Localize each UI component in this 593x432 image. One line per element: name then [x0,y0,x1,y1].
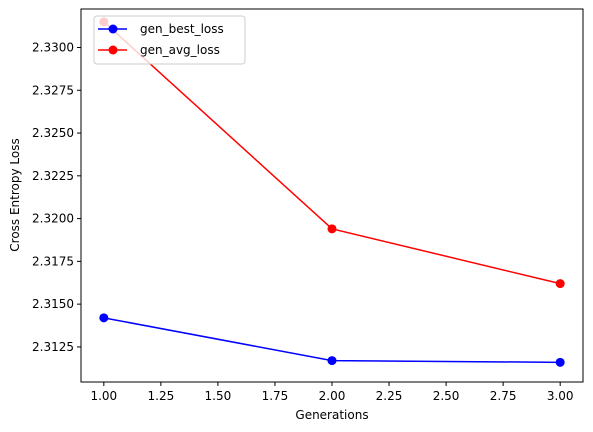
legend-label-gen-avg-loss: gen_avg_loss [140,43,220,57]
data-point-gen-best-loss [555,357,565,367]
legend-label-gen-best-loss: gen_best_loss [140,22,224,36]
y-tick-label: 2.3275 [32,83,74,97]
legend-marker-gen-best-loss [108,24,118,34]
y-axis-ticks: 2.3125 2.3150 2.3175 2.3200 2.3225 2.3250 2.32… [32,40,81,354]
y-tick-label: 2.3125 [32,340,74,354]
y-tick-label: 2.3200 [32,212,74,226]
data-point-gen-avg-loss [327,224,337,234]
y-tick-label: 2.3225 [32,169,74,183]
data-point-gen-avg-loss [555,279,565,289]
x-tick-label: 1.00 [90,389,117,403]
x-tick-label: 2.50 [433,389,460,403]
y-tick-label: 2.3300 [32,40,74,54]
plot-frame [80,8,584,383]
x-tick-label: 2.00 [319,389,346,403]
legend: gen_best_loss gen_avg_loss [93,15,246,65]
x-axis-label: Generations [295,408,368,422]
y-tick-label: 2.3175 [32,254,74,268]
x-tick-label: 2.25 [376,389,403,403]
x-tick-label: 3.00 [547,389,574,403]
y-axis-label: Cross Entropy Loss [8,138,22,251]
y-tick-label: 2.3150 [32,297,74,311]
y-tick-label: 2.3250 [32,126,74,140]
plot-background [81,9,583,382]
legend-marker-gen-avg-loss [108,45,118,55]
data-point-gen-best-loss [327,356,337,366]
legend-box [93,15,246,65]
data-point-gen-best-loss [99,313,109,323]
x-tick-label: 1.25 [148,389,175,403]
x-axis-ticks: 1.00 1.25 1.50 1.75 2.00 2.25 2.50 2.75 3.00 [90,382,574,403]
x-tick-label: 1.75 [262,389,289,403]
x-tick-label: 1.50 [205,389,232,403]
x-tick-label: 2.75 [490,389,517,403]
